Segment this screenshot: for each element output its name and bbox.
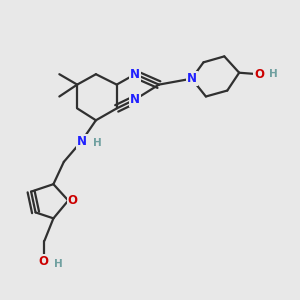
Text: N: N [130,93,140,106]
Text: O: O [39,255,49,268]
Text: H: H [269,69,278,79]
Text: H: H [54,259,63,269]
Text: N: N [187,72,196,85]
Text: O: O [68,194,78,207]
Text: H: H [93,138,101,148]
Text: N: N [77,135,87,148]
Text: O: O [254,68,264,81]
Text: N: N [130,68,140,81]
